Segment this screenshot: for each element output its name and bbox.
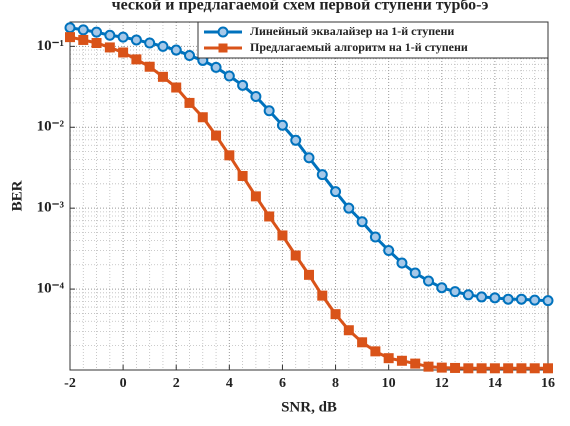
point xyxy=(409,267,421,279)
point xyxy=(542,295,554,307)
point xyxy=(144,37,156,49)
point xyxy=(65,32,75,43)
point xyxy=(410,358,421,369)
point xyxy=(78,34,89,45)
point xyxy=(250,191,261,202)
point xyxy=(423,361,434,372)
point xyxy=(515,293,527,305)
point xyxy=(211,130,222,141)
point xyxy=(117,31,129,43)
point xyxy=(210,61,222,73)
point xyxy=(543,363,553,374)
legend-label: Предлагаемый алгоритм на 1-й ступени xyxy=(250,40,468,54)
point xyxy=(343,325,354,336)
point xyxy=(104,29,116,41)
point xyxy=(277,230,288,241)
point xyxy=(383,353,394,364)
point xyxy=(197,112,208,123)
y-tick-label: 10⁻⁴ xyxy=(37,281,65,297)
point xyxy=(489,292,501,304)
point xyxy=(276,119,288,131)
point xyxy=(330,309,341,320)
point xyxy=(529,294,541,306)
y-tick-label: 10⁻¹ xyxy=(37,38,64,54)
point xyxy=(104,42,115,53)
point xyxy=(370,346,381,357)
legend-marker xyxy=(218,43,228,53)
point xyxy=(171,82,182,93)
point xyxy=(462,289,474,301)
point xyxy=(463,363,474,374)
point xyxy=(396,355,407,366)
point xyxy=(396,257,408,269)
point xyxy=(237,170,248,181)
x-axis-label: SNR, dB xyxy=(281,399,337,415)
point xyxy=(476,291,488,303)
point xyxy=(529,363,540,374)
x-tick-label: 6 xyxy=(279,376,286,391)
point xyxy=(91,26,103,38)
point xyxy=(316,169,328,181)
point xyxy=(357,337,368,348)
point xyxy=(237,79,249,91)
x-tick-label: 2 xyxy=(173,376,180,391)
legend-label: Линейный эквалайзер на 1-й ступени xyxy=(250,24,454,38)
x-tick-label: 16 xyxy=(541,376,555,391)
point xyxy=(130,34,142,46)
point xyxy=(356,216,368,228)
point xyxy=(450,362,461,373)
point xyxy=(184,97,195,108)
point xyxy=(264,211,275,222)
point xyxy=(502,293,514,305)
point xyxy=(303,152,315,164)
point xyxy=(131,54,142,65)
point xyxy=(436,362,447,373)
point xyxy=(330,186,342,198)
x-tick-label: -2 xyxy=(64,376,76,391)
point xyxy=(290,250,301,261)
legend-marker xyxy=(217,26,229,38)
point xyxy=(170,44,182,56)
point xyxy=(369,231,381,243)
point xyxy=(290,134,302,146)
point xyxy=(118,47,129,58)
point xyxy=(503,363,514,374)
y-tick-label: 10⁻² xyxy=(37,119,65,135)
point xyxy=(304,269,314,280)
point xyxy=(157,71,168,82)
point xyxy=(223,70,235,82)
point xyxy=(383,244,395,256)
point xyxy=(144,61,155,72)
point xyxy=(423,275,434,287)
x-tick-label: 4 xyxy=(226,376,233,391)
point xyxy=(489,363,500,374)
point xyxy=(476,363,487,374)
point xyxy=(77,24,89,36)
x-tick-label: 14 xyxy=(488,376,502,391)
y-axis-label: BER xyxy=(9,180,25,211)
legend-box xyxy=(197,21,549,59)
x-tick-label: 10 xyxy=(382,376,396,391)
x-tick-label: 0 xyxy=(120,376,127,391)
point xyxy=(436,282,448,294)
point xyxy=(449,286,461,298)
point xyxy=(250,91,262,103)
point xyxy=(64,22,76,34)
chart-title: ческой и предлагаемой схем первой ступен… xyxy=(112,0,489,14)
y-tick-label: 10⁻³ xyxy=(37,200,65,216)
point xyxy=(91,38,102,49)
point xyxy=(317,290,328,301)
point xyxy=(516,363,527,374)
x-tick-label: 12 xyxy=(435,376,449,391)
point xyxy=(157,40,169,52)
point xyxy=(224,150,235,161)
point xyxy=(184,50,195,62)
point xyxy=(343,202,355,214)
point xyxy=(263,105,275,117)
x-tick-label: 8 xyxy=(332,376,339,391)
